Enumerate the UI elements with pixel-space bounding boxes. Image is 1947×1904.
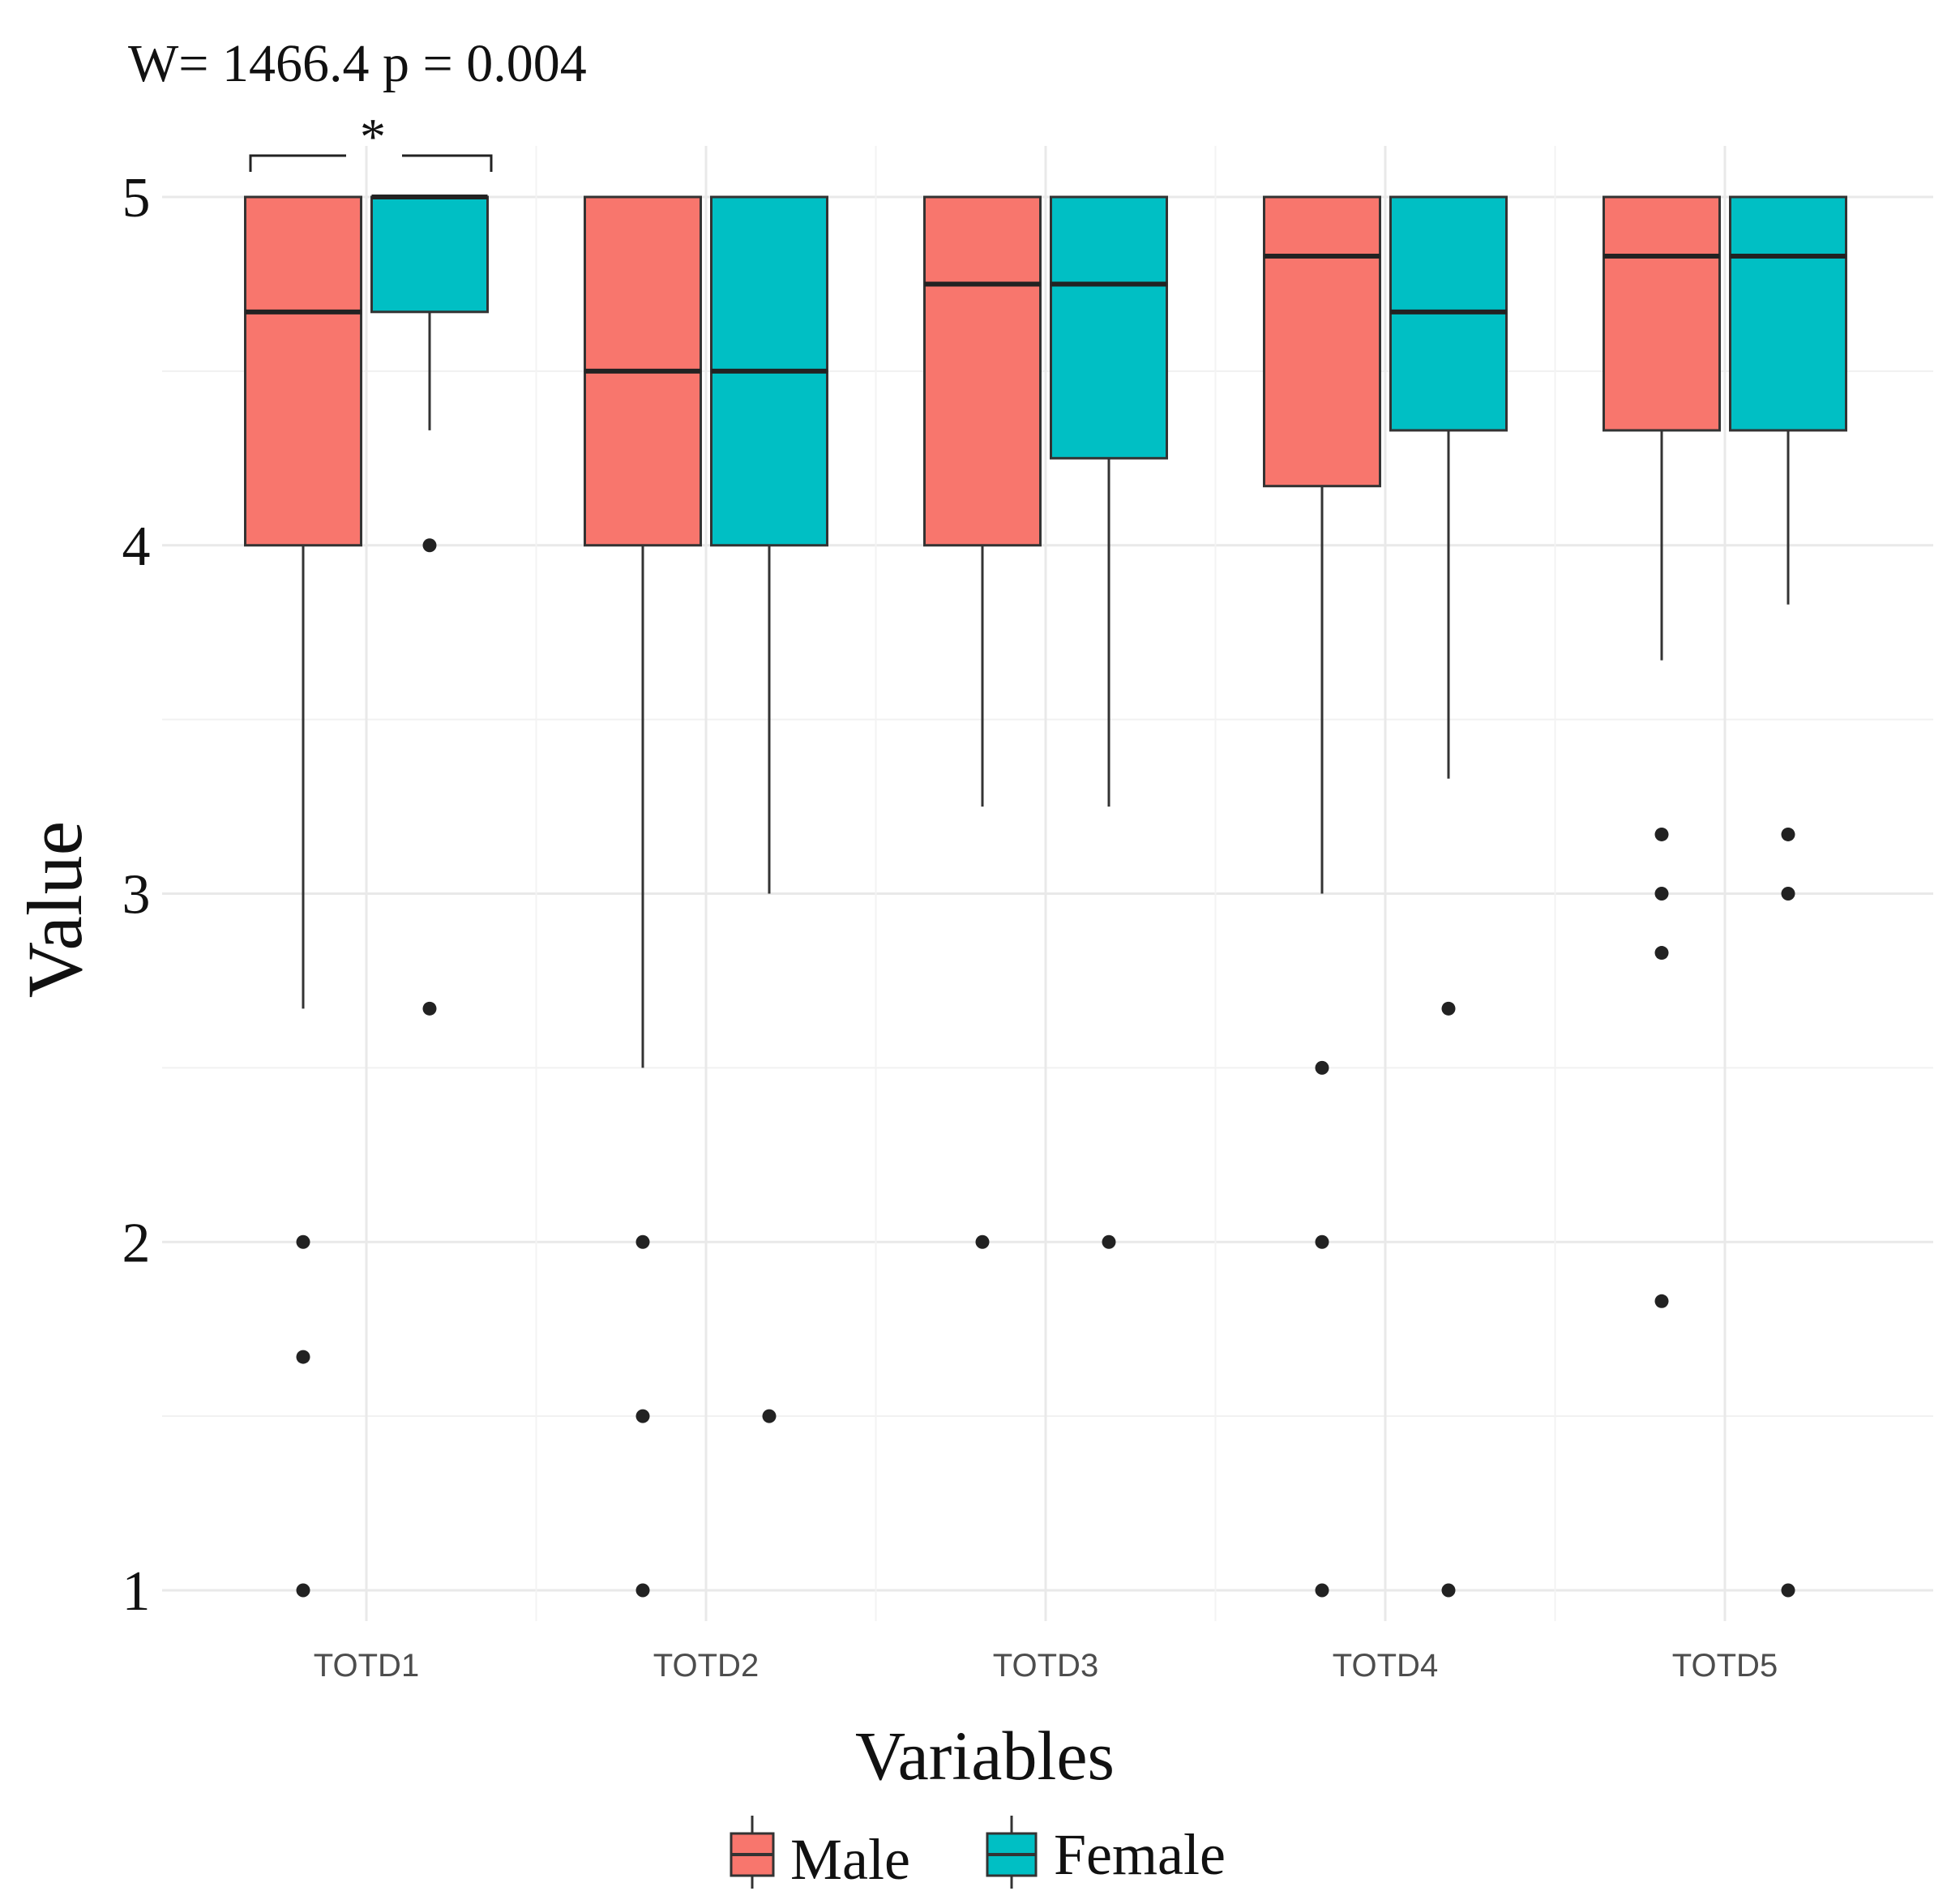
box-iqr <box>923 195 1042 547</box>
box-male-totd2 <box>584 195 702 1598</box>
outlier-point <box>1781 887 1795 901</box>
legend-item-male: Male <box>730 1816 910 1892</box>
x-tick-label: TOTD4 <box>1333 1648 1438 1684</box>
outlier-point <box>1441 1583 1456 1598</box>
x-tick-label: TOTD5 <box>1672 1648 1778 1684</box>
outlier-point <box>1781 827 1795 841</box>
outlier-point <box>1315 1234 1329 1249</box>
annotation-text: W= 1466.4 p = 0.004 <box>128 34 587 93</box>
x-tick-label: TOTD1 <box>314 1648 419 1684</box>
box-iqr <box>1263 195 1381 488</box>
x-tick-label: TOTD2 <box>653 1648 759 1684</box>
y-tick-label: 2 <box>122 1212 151 1274</box>
box-female-totd1 <box>370 195 489 1016</box>
significance-star: * <box>360 108 386 165</box>
box-male-totd3 <box>923 195 1042 1249</box>
box-female-totd4 <box>1389 195 1508 1598</box>
box-iqr <box>244 195 362 547</box>
y-tick-label: 1 <box>122 1560 151 1623</box>
y-tick-label: 4 <box>122 516 151 578</box>
outlier-point <box>296 1234 310 1249</box>
outlier-point <box>635 1583 650 1598</box>
box-male-totd4 <box>1263 195 1381 1598</box>
box-iqr <box>1050 195 1168 460</box>
box-female-totd2 <box>710 195 828 1423</box>
y-tick-label: 5 <box>122 167 151 229</box>
box-female-totd3 <box>1050 195 1168 1249</box>
outlier-point <box>422 1001 437 1016</box>
y-axis-title: Value <box>11 821 98 999</box>
grid-layer <box>162 146 1933 1621</box>
outlier-point <box>422 538 437 553</box>
outlier-point <box>762 1409 777 1423</box>
y-axis-ticks: 1 2 3 4 5 <box>122 167 151 1623</box>
outlier-point <box>635 1234 650 1249</box>
box-female-totd5 <box>1729 195 1847 1598</box>
outlier-point <box>296 1583 310 1598</box>
legend-label-female: Female <box>1054 1822 1226 1887</box>
box-iqr <box>1729 195 1847 432</box>
box-male-totd1 <box>244 195 362 1598</box>
legend-item-female: Female <box>986 1816 1226 1889</box>
significance-bracket <box>249 154 493 172</box>
box-iqr <box>370 195 489 314</box>
outlier-point <box>635 1409 650 1423</box>
outlier-point <box>1441 1001 1456 1016</box>
outlier-point <box>1315 1060 1329 1075</box>
legend: Male Female <box>730 1816 1226 1892</box>
outlier-point <box>1781 1583 1795 1598</box>
outlier-point <box>1315 1583 1329 1598</box>
outlier-point <box>1102 1234 1116 1249</box>
outlier-point <box>1654 887 1669 901</box>
x-axis-ticks: TOTD1 TOTD2 TOTD3 TOTD4 TOTD5 <box>314 1648 1778 1684</box>
x-tick-label: TOTD3 <box>993 1648 1098 1684</box>
y-tick-label: 3 <box>122 864 151 926</box>
legend-label-male: Male <box>790 1827 910 1892</box>
box-layer <box>244 195 1847 1598</box>
outlier-point <box>975 1234 990 1249</box>
outlier-point <box>1654 946 1669 961</box>
outlier-point <box>296 1350 310 1364</box>
x-axis-title: Variables <box>855 1717 1115 1795</box>
bracket-line <box>249 154 493 172</box>
box-iqr <box>1603 195 1721 432</box>
box-male-totd5 <box>1603 195 1721 1308</box>
outlier-point <box>1654 827 1669 841</box>
outlier-point <box>1654 1294 1669 1308</box>
